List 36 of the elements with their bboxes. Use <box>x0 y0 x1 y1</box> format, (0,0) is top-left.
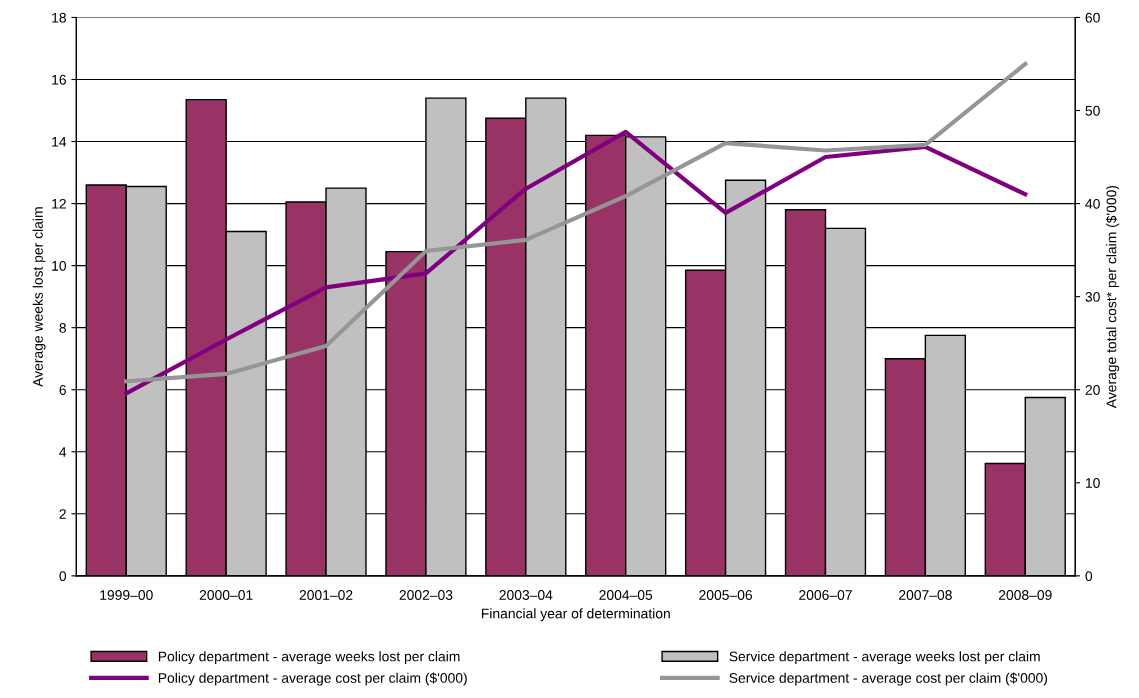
x-tick-label: 2007–08 <box>899 590 952 600</box>
y-tick-label: 4 <box>59 447 67 457</box>
y-tick-label: 2 <box>59 509 66 519</box>
legend-label: Service department - average weeks lost per claim <box>729 651 1040 665</box>
legend-label: Service department - average cost per claim ($'000) <box>729 672 1048 686</box>
x-tick-label: 2003–04 <box>499 590 553 600</box>
x-tick-label: 2005–06 <box>699 590 753 600</box>
y2-axis-title: Average total cost* per claim ($'000) <box>1105 185 1120 409</box>
x-tick-label: 2008–09 <box>998 590 1052 600</box>
y2-tick-label: 30 <box>1085 291 1100 302</box>
x-tick-label: 2000–01 <box>199 590 253 600</box>
y-axis-title: Average weeks lost per claim <box>32 207 46 387</box>
y2-tick-label: 50 <box>1085 105 1100 116</box>
x-axis-title: Financial year of determination <box>481 608 670 622</box>
y-tick-label: 18 <box>52 12 66 23</box>
y-tick-label: 14 <box>52 137 67 147</box>
x-tick-label: 2004–05 <box>599 590 653 600</box>
x-tick-label: 2002–03 <box>399 590 453 600</box>
legend-label: Policy department - average cost per claim ($'000) <box>158 672 467 686</box>
legend-label: Policy department - average weeks lost per claim <box>158 651 460 665</box>
y2-tick-label: 10 <box>1086 478 1100 488</box>
y-tick-label: 10 <box>52 260 67 271</box>
y2-tick-label: 60 <box>1085 12 1100 23</box>
x-tick-label: 2006–07 <box>799 590 852 600</box>
y-tick-label: 12 <box>52 198 66 209</box>
x-tick-label: 1999–00 <box>100 590 153 600</box>
line-series <box>124 61 1028 384</box>
x-tick-label: 2001–02 <box>299 590 353 600</box>
y-tick-label: 0 <box>59 571 67 582</box>
y2-tick-label: 20 <box>1085 385 1100 395</box>
y-tick-label: 8 <box>59 323 66 333</box>
y2-tick-label: 0 <box>1085 571 1093 582</box>
y-tick-label: 6 <box>59 385 66 395</box>
y2-tick-label: 40 <box>1085 198 1100 209</box>
y-tick-label: 16 <box>52 74 66 85</box>
line-series <box>124 129 1028 396</box>
